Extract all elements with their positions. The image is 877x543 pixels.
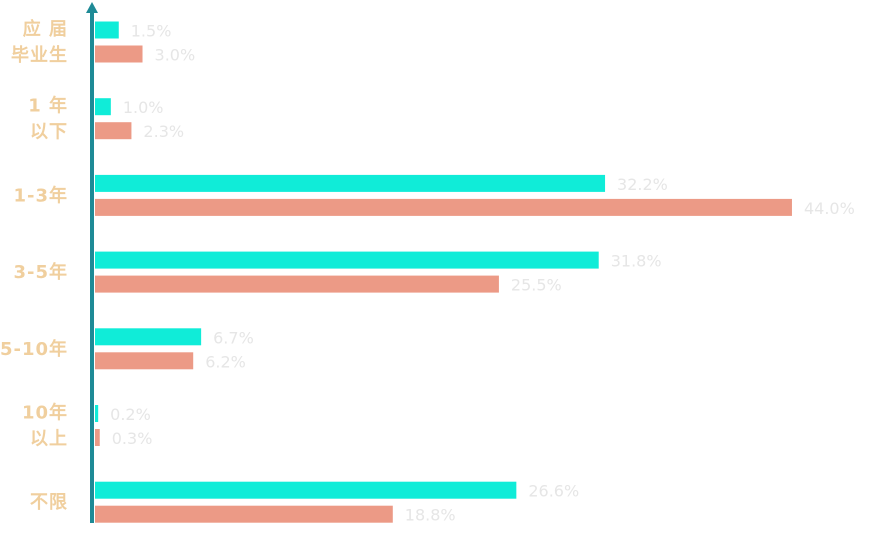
bar bbox=[95, 45, 143, 63]
bar bbox=[95, 98, 111, 116]
category-line: 1 年 bbox=[28, 95, 68, 117]
bar bbox=[95, 122, 132, 140]
axis-arrow bbox=[86, 2, 98, 13]
category-line: 应 届 bbox=[23, 18, 68, 40]
category-label: 1-3年 bbox=[13, 184, 68, 206]
category-label: 5-10年 bbox=[0, 338, 68, 360]
bar bbox=[95, 429, 100, 446]
value-label: 0.2% bbox=[110, 405, 151, 424]
bar bbox=[95, 481, 517, 499]
bar bbox=[95, 251, 599, 269]
category-line: 1-3年 bbox=[13, 184, 68, 206]
value-label: 31.8% bbox=[611, 252, 662, 271]
value-label: 6.7% bbox=[213, 328, 254, 347]
category-line: 3-5年 bbox=[13, 261, 68, 283]
category-label: 1 年以下 bbox=[28, 95, 68, 143]
bar bbox=[95, 352, 194, 370]
category-label: 3-5年 bbox=[13, 261, 68, 283]
bar bbox=[95, 174, 606, 192]
bar bbox=[95, 405, 99, 422]
value-label: 2.3% bbox=[143, 122, 184, 141]
value-label: 25.5% bbox=[511, 276, 562, 295]
category-line: 毕业生 bbox=[11, 44, 68, 66]
bar bbox=[95, 505, 393, 523]
bar bbox=[95, 198, 792, 216]
category-label: 不限 bbox=[30, 492, 68, 513]
category-line: 5-10年 bbox=[0, 338, 68, 360]
category-label: 应 届毕业生 bbox=[11, 18, 68, 66]
category-label: 10年以上 bbox=[22, 402, 68, 450]
bar bbox=[95, 21, 119, 39]
category-line: 10年 bbox=[22, 402, 68, 424]
value-label: 0.3% bbox=[112, 429, 153, 448]
value-label: 32.2% bbox=[617, 175, 668, 194]
value-label: 6.2% bbox=[205, 352, 246, 371]
value-label: 44.0% bbox=[804, 199, 855, 218]
value-label: 26.6% bbox=[528, 482, 579, 501]
category-line: 以下 bbox=[30, 122, 68, 143]
value-label: 3.0% bbox=[155, 46, 196, 65]
value-label: 18.8% bbox=[405, 506, 456, 525]
category-line: 以上 bbox=[30, 429, 68, 450]
value-label: 1.0% bbox=[123, 98, 164, 117]
category-line: 不限 bbox=[30, 492, 68, 513]
value-label: 1.5% bbox=[131, 22, 172, 41]
bar bbox=[95, 328, 202, 346]
bar bbox=[95, 275, 499, 293]
